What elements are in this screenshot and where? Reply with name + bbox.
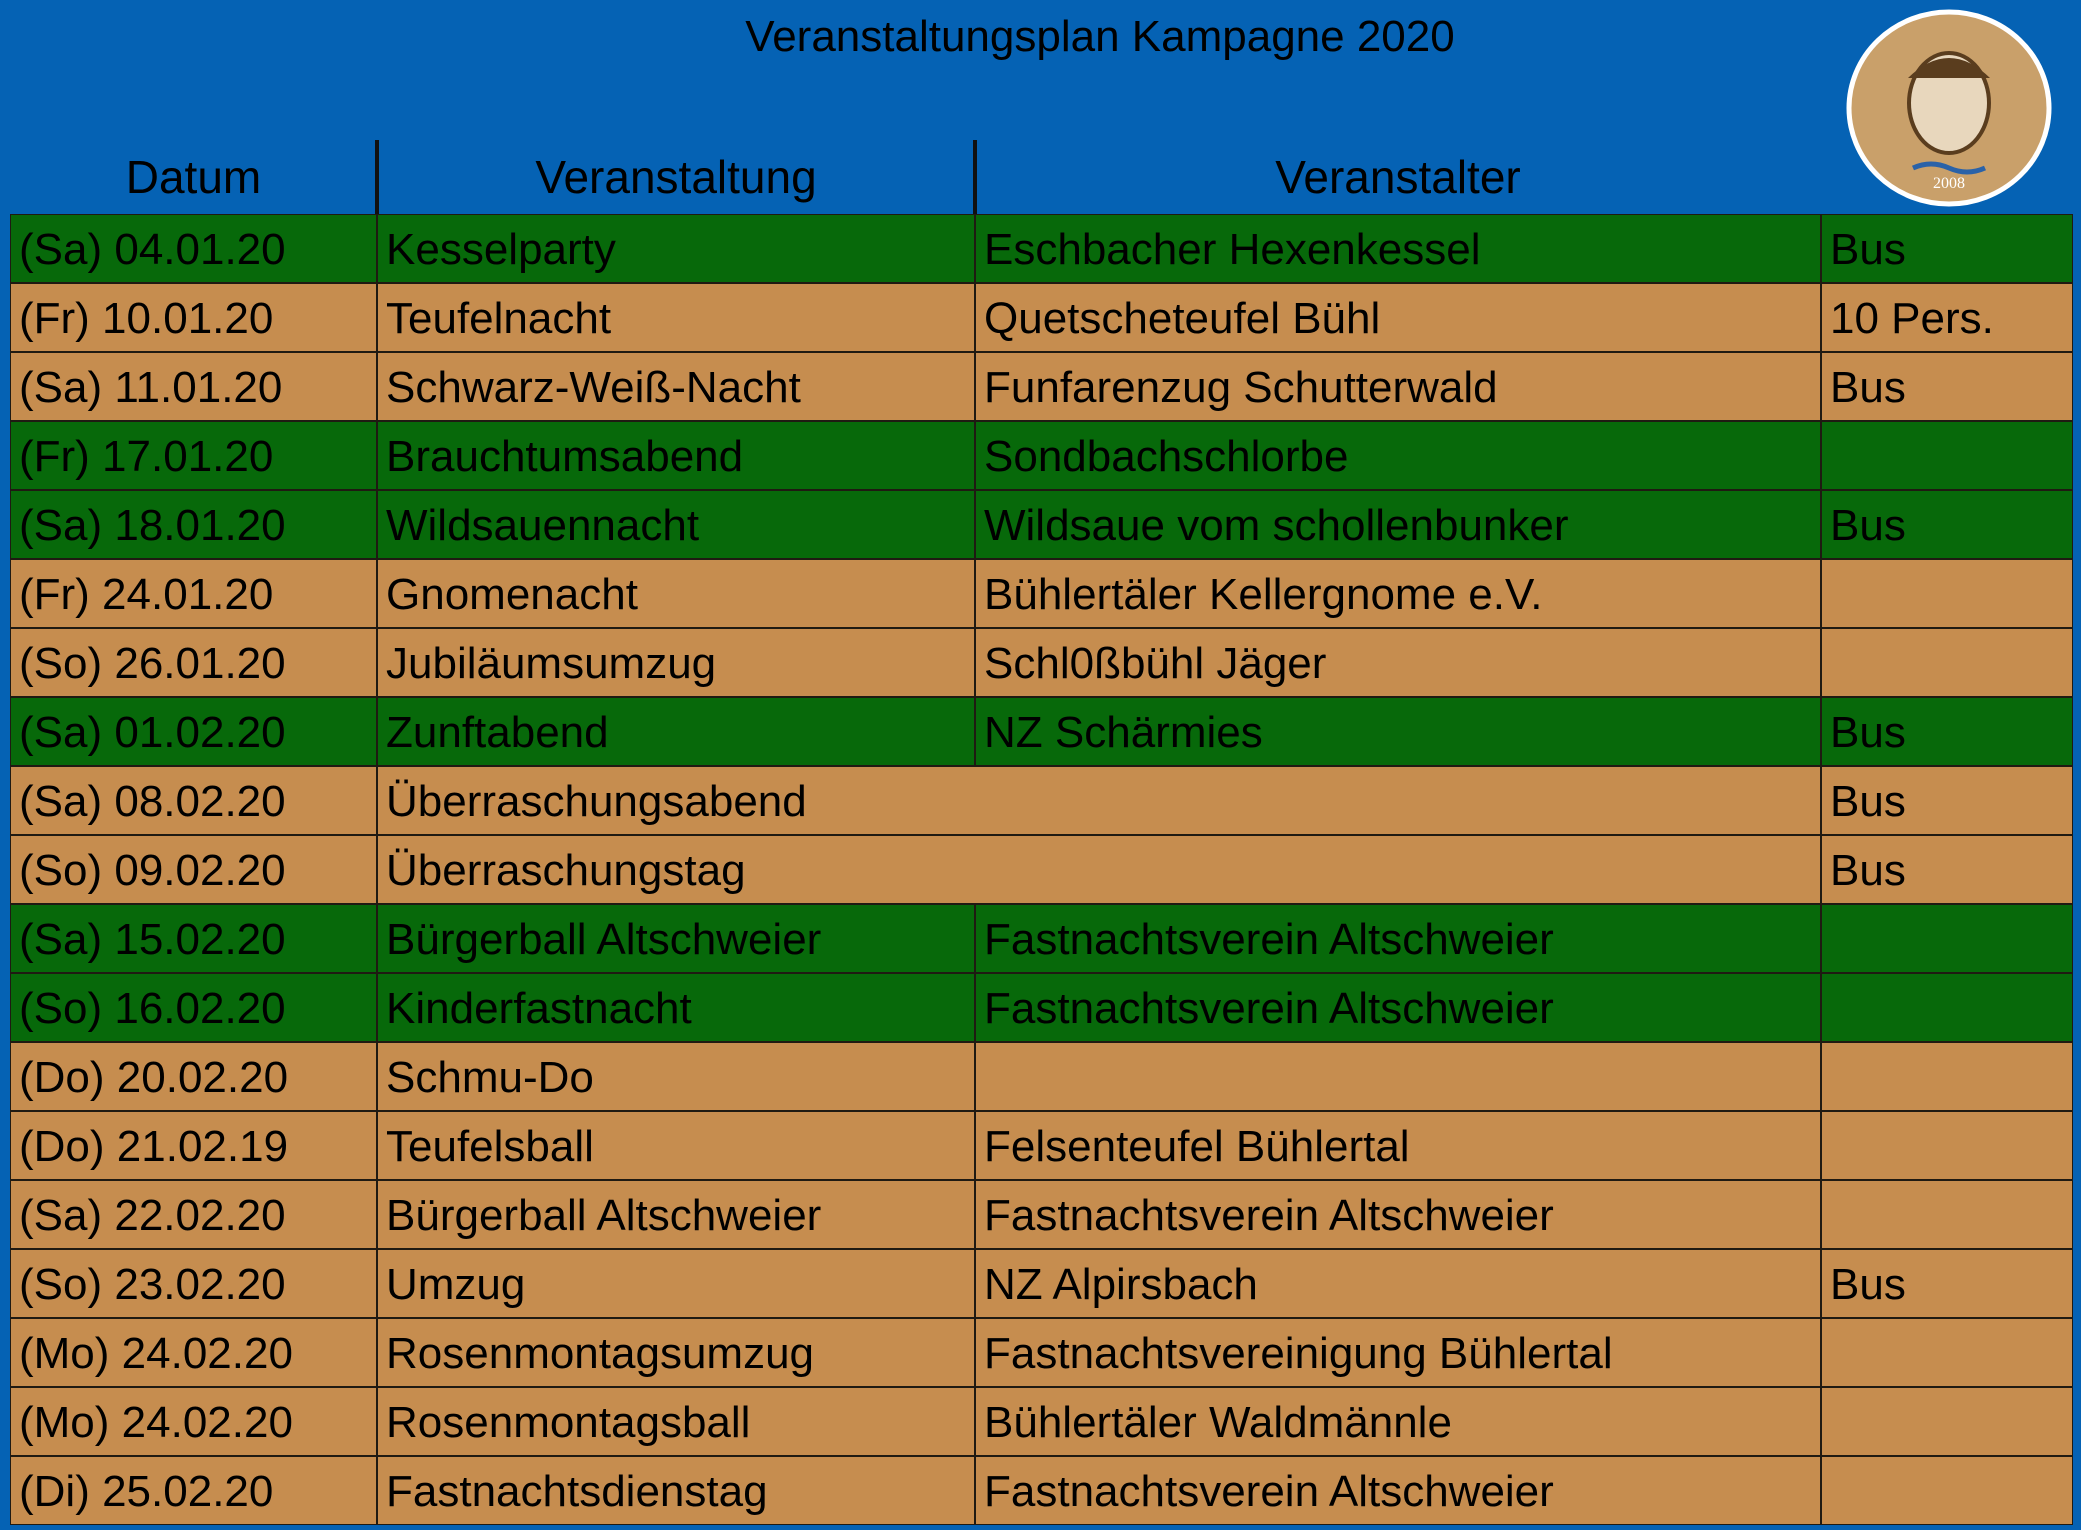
table-cell: Schmu-Do [377,1042,975,1111]
table-cell: Fastnachtsverein Altschweier [975,904,1821,973]
table-cell: Bürgerball Altschweier [377,1180,975,1249]
table-cell: (Sa) 15.02.20 [10,904,377,973]
table-cell: (Mo) 24.02.20 [10,1318,377,1387]
table-cell: Bus [1821,835,2073,904]
table-cell: (So) 23.02.20 [10,1249,377,1318]
table-cell: Bus [1821,766,2073,835]
table-cell: Schl0ßbühl Jäger [975,628,1821,697]
table-cell: Fastnachtsverein Altschweier [975,973,1821,1042]
table-cell: Bühlertäler Waldmännle [975,1387,1821,1456]
table-cell: Bus [1821,352,2073,421]
table-cell: Fastnachtsverein Altschweier [975,1180,1821,1249]
table-cell: Fastnachtsvereinigung Bühlertal [975,1318,1821,1387]
table-cell [1821,628,2073,697]
table-cell: (Mo) 24.02.20 [10,1387,377,1456]
table-cell: Wildsauennacht [377,490,975,559]
table-cell: (Fr) 10.01.20 [10,283,377,352]
table-cell: Sondbachschlorbe [975,421,1821,490]
table-cell: (Sa) 08.02.20 [10,766,377,835]
table-cell: Überraschungstag [377,835,1821,904]
table-cell: Rosenmontagsball [377,1387,975,1456]
table-cell [1821,1042,2073,1111]
table-cell: (So) 26.01.20 [10,628,377,697]
table-cell: Kesselparty [377,214,975,283]
table-cell: Funfarenzug Schutterwald [975,352,1821,421]
title: Veranstaltungsplan Kampagne 2020 [745,12,1455,61]
header-separator [375,140,379,214]
table-cell: (Sa) 22.02.20 [10,1180,377,1249]
table-cell [975,1042,1821,1111]
table-cell [1821,904,2073,973]
table-cell: (Fr) 24.01.20 [10,559,377,628]
table-cell: Bürgerball Altschweier [377,904,975,973]
table-cell: (Sa) 11.01.20 [10,352,377,421]
table-cell: NZ Alpirsbach [975,1249,1821,1318]
table-cell: Überraschungsabend [377,766,1821,835]
table-cell: Schwarz-Weiß-Nacht [377,352,975,421]
table-cell: (Fr) 17.01.20 [10,421,377,490]
table-cell: (So) 09.02.20 [10,835,377,904]
table-cell: Eschbacher Hexenkessel [975,214,1821,283]
table-cell: (Di) 25.02.20 [10,1456,377,1525]
table-cell: NZ Schärmies [975,697,1821,766]
table-cell: (Sa) 04.01.20 [10,214,377,283]
column-header: Veranstalter [1275,151,1521,203]
table-cell: Umzug [377,1249,975,1318]
table-cell: Bus [1821,1249,2073,1318]
table-cell [1821,1111,2073,1180]
table-cell: Wildsaue vom schollenbunker [975,490,1821,559]
logo: 2008 [1846,9,2052,207]
table-cell [1821,1318,2073,1387]
table-cell: Teufelsball [377,1111,975,1180]
table-cell: Bühlertäler Kellergnome e.V. [975,559,1821,628]
table-cell: 10 Pers. [1821,283,2073,352]
table-cell: Rosenmontagsumzug [377,1318,975,1387]
table-cell [1821,973,2073,1042]
table-cell [1821,1387,2073,1456]
table-cell: Fastnachtsdienstag [377,1456,975,1525]
table-cell [1821,1180,2073,1249]
logo-year: 2008 [1933,175,1965,192]
table-cell: (Do) 20.02.20 [10,1042,377,1111]
table-cell: Zunftabend [377,697,975,766]
column-header: Veranstaltung [535,151,817,203]
table-cell: Gnomenacht [377,559,975,628]
table-cell: Teufelnacht [377,283,975,352]
table-cell: Jubiläumsumzug [377,628,975,697]
table-cell: (Sa) 01.02.20 [10,697,377,766]
column-header: Datum [125,151,262,203]
table-cell: Felsenteufel Bühlertal [975,1111,1821,1180]
table-cell [1821,421,2073,490]
table-cell: Bus [1821,490,2073,559]
table-cell: (Sa) 18.01.20 [10,490,377,559]
table-cell: Fastnachtsverein Altschweier [975,1456,1821,1525]
table-cell: Bus [1821,697,2073,766]
table-cell [1821,559,2073,628]
table-cell: (Do) 21.02.19 [10,1111,377,1180]
table-cell [1821,1456,2073,1525]
header-separator [973,140,977,214]
table-cell: Quetscheteufel Bühl [975,283,1821,352]
table-cell: (So) 16.02.20 [10,973,377,1042]
table-cell: Bus [1821,214,2073,283]
table-cell: Kinderfastnacht [377,973,975,1042]
table-cell: Brauchtumsabend [377,421,975,490]
